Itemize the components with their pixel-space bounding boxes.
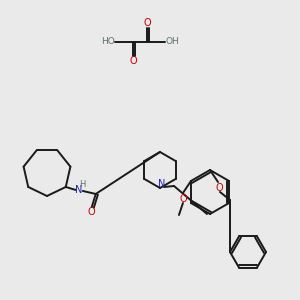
Text: N: N (158, 179, 166, 189)
Text: O: O (215, 183, 223, 193)
Text: N: N (75, 185, 82, 195)
Text: O: O (143, 18, 151, 28)
Text: O: O (129, 56, 137, 66)
Text: H: H (80, 181, 86, 190)
Text: HO: HO (101, 38, 115, 46)
Text: OH: OH (165, 38, 179, 46)
Text: O: O (179, 194, 187, 204)
Text: O: O (88, 207, 96, 217)
